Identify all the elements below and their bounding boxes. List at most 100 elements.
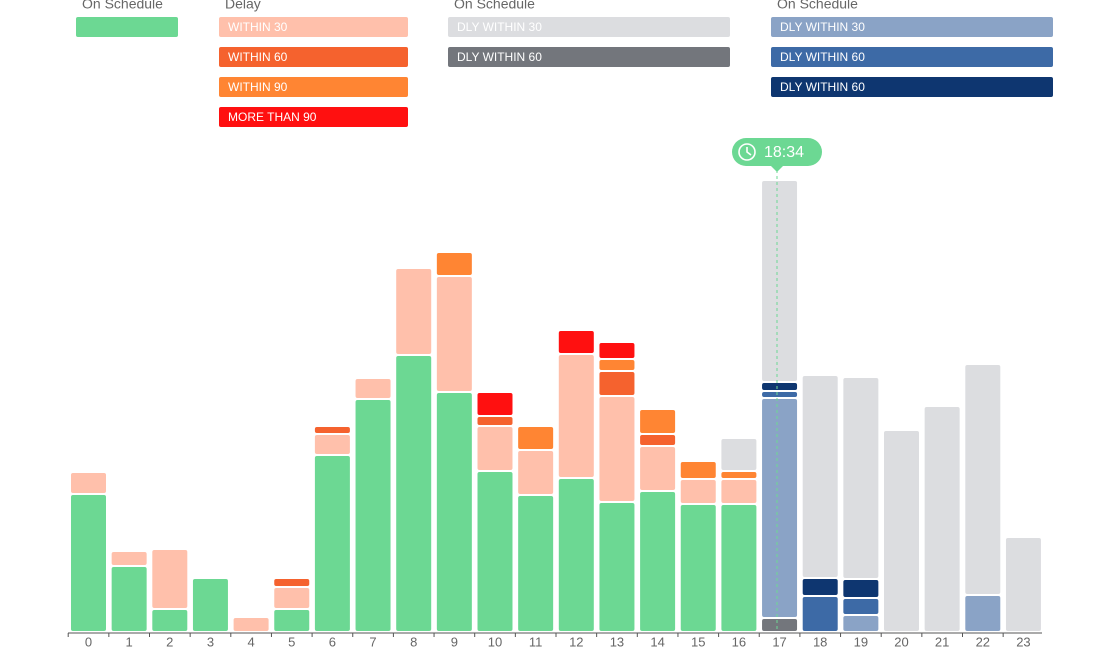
bar-segment <box>233 618 269 631</box>
legend-title: On Schedule <box>777 0 858 12</box>
x-tick-label: 19 <box>854 634 868 649</box>
legend-label: DLY WITHIN 60 <box>780 50 865 64</box>
clock-icon <box>738 143 756 161</box>
bar-segment <box>965 365 1001 594</box>
bar-segment <box>274 579 310 586</box>
legend-swatch <box>448 47 730 67</box>
bar-segment <box>477 393 513 415</box>
legend-label: WITHIN 60 <box>228 50 288 64</box>
x-tick-label: 6 <box>329 634 336 649</box>
legend-title: Delay <box>225 0 261 12</box>
x-tick-label: 21 <box>935 634 949 649</box>
legend-swatch <box>219 107 408 127</box>
bar-segment <box>518 427 554 449</box>
legend-swatch <box>219 47 408 67</box>
bar-segment <box>680 505 716 631</box>
bar-segment <box>192 579 228 631</box>
bar-segment <box>477 417 513 425</box>
legend-title: On Schedule <box>82 0 163 12</box>
now-pointer <box>771 166 783 172</box>
bar-segment <box>599 397 635 501</box>
x-tick-label: 15 <box>691 634 705 649</box>
bar-segment <box>111 552 147 565</box>
bar-segment <box>396 356 432 631</box>
x-tick-label: 0 <box>85 634 92 649</box>
bar-segment <box>477 472 513 631</box>
bar-segment <box>762 399 798 617</box>
x-tick-label: 14 <box>650 634 664 649</box>
legend: WITHIN 30 WITHIN 60 WITHIN 90 MORE THAN 90 D… <box>76 17 1053 127</box>
bar-segment <box>558 355 594 477</box>
legend-label: DLY WITHIN 30 <box>780 20 865 34</box>
x-tick-label: 3 <box>207 634 214 649</box>
bar-segment <box>314 435 350 454</box>
bar-segment <box>802 597 838 631</box>
legend-swatch <box>219 77 408 97</box>
x-tick-label: 20 <box>894 634 908 649</box>
bar-segment <box>599 343 635 358</box>
bar-segment <box>314 456 350 631</box>
bar-segment <box>884 431 919 631</box>
x-tick-label: 23 <box>1016 634 1030 649</box>
bar-segment <box>436 393 472 631</box>
bar-segment <box>436 253 472 275</box>
bar-segment <box>274 588 310 608</box>
now-marker: 18:34 <box>732 138 822 631</box>
legend-swatch <box>219 17 408 37</box>
bar-segment <box>762 619 798 631</box>
x-tick-label: 1 <box>126 634 133 649</box>
bars: 0 1 2 3 4 5 6 7 8 9 10 11 12 13 14 15 16 17 18 19 20 21 22 23 <box>67 181 1042 649</box>
bar-segment <box>640 435 676 445</box>
bar-segment <box>518 451 554 494</box>
legend-label: DLY WITHIN 30 <box>457 20 542 34</box>
x-tick-label: 7 <box>369 634 376 649</box>
x-tick-label: 8 <box>410 634 417 649</box>
legend-label: MORE THAN 90 <box>228 110 317 124</box>
x-tick-label: 2 <box>166 634 173 649</box>
bar-segment <box>680 480 716 503</box>
legend-label: WITHIN 90 <box>228 80 288 94</box>
bar-segment <box>477 427 513 470</box>
bar-segment <box>640 447 676 490</box>
bar-segment <box>843 378 879 578</box>
bar-segment <box>843 580 879 597</box>
bar-segment <box>111 567 147 631</box>
bar-segment <box>762 392 798 397</box>
legend-swatch <box>76 17 178 37</box>
x-tick-label: 18 <box>813 634 827 649</box>
bar-segment <box>843 616 879 631</box>
legend-label: DLY WITHIN 60 <box>780 80 865 94</box>
bar-segment <box>396 269 432 354</box>
x-tick-label: 9 <box>451 634 458 649</box>
x-tick-label: 13 <box>610 634 624 649</box>
bar-segment <box>274 610 310 631</box>
legend-swatch <box>448 17 730 37</box>
bar-segment <box>802 376 838 577</box>
x-tick-label: 12 <box>569 634 583 649</box>
x-tick-label: 11 <box>529 634 543 649</box>
bar-segment <box>640 492 676 631</box>
bar-segment <box>314 427 350 433</box>
bar-segment <box>680 462 716 478</box>
legend-swatch <box>771 77 1053 97</box>
bar-segment <box>558 479 594 631</box>
bar-segment <box>152 610 188 631</box>
x-tick-label: 4 <box>247 634 254 649</box>
bar-segment <box>762 383 798 390</box>
bar-segment <box>558 331 594 353</box>
x-tick-label: 17 <box>772 634 786 649</box>
x-tick-label: 10 <box>488 634 502 649</box>
legend-swatch <box>771 17 1053 37</box>
bar-segment <box>721 505 757 631</box>
bar-segment <box>518 496 554 631</box>
bar-segment <box>599 503 635 631</box>
now-label: 18:34 <box>764 144 804 161</box>
bar-segment <box>721 472 757 478</box>
bar-segment <box>802 579 838 595</box>
now-badge <box>732 138 822 166</box>
bar-segment <box>721 439 757 470</box>
x-tick-label: 22 <box>976 634 990 649</box>
bar-segment <box>1005 538 1041 631</box>
legend-swatch <box>771 47 1053 67</box>
